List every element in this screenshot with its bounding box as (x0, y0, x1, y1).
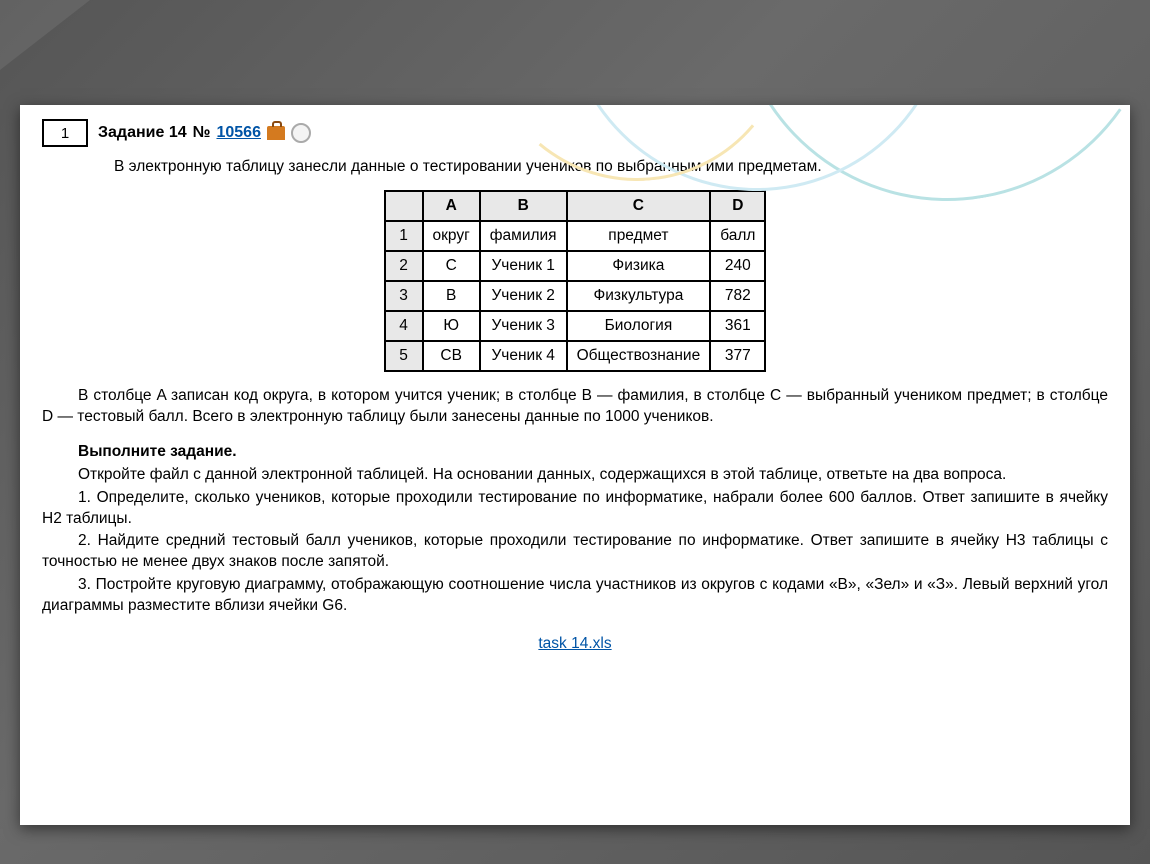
task-line: 1. Определите, сколько учеников, которые… (42, 488, 1108, 530)
task-block: Выполните задание. Откройте файл с данно… (42, 442, 1108, 617)
task-title: Задание 14 № 10566 (98, 123, 311, 143)
presentation-stage: 1 Задание 14 № 10566 В электронную табли… (0, 0, 1150, 864)
problem-index-box: 1 (42, 119, 88, 147)
table-cell: С (423, 251, 480, 281)
table-cell: Ученик 2 (480, 281, 567, 311)
table-cell: 240 (710, 251, 765, 281)
table-cell: 377 (710, 341, 765, 371)
table-cell: Ученик 4 (480, 341, 567, 371)
table-row: 2 С Ученик 1 Физика 240 (385, 251, 766, 281)
task-line: Откройте файл с данной электронной табли… (42, 465, 1108, 486)
table-row: 4 Ю Ученик 3 Биология 361 (385, 311, 766, 341)
table-cell: Обществознание (567, 341, 711, 371)
table-cell: 782 (710, 281, 765, 311)
intro-text: В электронную таблицу занесли данные о т… (114, 157, 1108, 178)
table-cell: предмет (567, 221, 711, 251)
col-header: C (567, 191, 711, 221)
download-link[interactable]: task 14.xls (538, 635, 611, 652)
numero-sign: № (193, 124, 211, 142)
download-row: task 14.xls (42, 635, 1108, 653)
col-header: B (480, 191, 567, 221)
task-label: Задание 14 (98, 124, 187, 142)
table-row: 3 В Ученик 2 Физкультура 782 (385, 281, 766, 311)
row-number: 1 (385, 221, 423, 251)
briefcase-icon[interactable] (267, 126, 285, 140)
table-row: 1 округ фамилия предмет балл (385, 221, 766, 251)
slide: 1 Задание 14 № 10566 В электронную табли… (20, 105, 1130, 825)
table-cell: В (423, 281, 480, 311)
row-number: 3 (385, 281, 423, 311)
table-cell: Биология (567, 311, 711, 341)
table-cell: балл (710, 221, 765, 251)
row-number: 5 (385, 341, 423, 371)
table-cell: Ученик 3 (480, 311, 567, 341)
problem-index: 1 (61, 125, 69, 142)
table-row: 5 СВ Ученик 4 Обществознание 377 (385, 341, 766, 371)
explanation-text: В столбце A записан код округа, в которо… (42, 386, 1108, 428)
col-header: A (423, 191, 480, 221)
table-corner-cell (385, 191, 423, 221)
explanation-block: В столбце A записан код округа, в которо… (42, 386, 1108, 428)
table-header-row: A B C D (385, 191, 766, 221)
table-cell: фамилия (480, 221, 567, 251)
row-number: 4 (385, 311, 423, 341)
spreadsheet-table: A B C D 1 округ фамилия предмет балл 2 С… (384, 190, 767, 372)
task-line: 2. Найдите средний тестовый балл ученико… (42, 531, 1108, 573)
task-heading: Выполните задание. (42, 442, 1108, 463)
table-cell: Физика (567, 251, 711, 281)
col-header: D (710, 191, 765, 221)
table-cell: Ученик 1 (480, 251, 567, 281)
table-cell: Ю (423, 311, 480, 341)
task-line: 3. Постройте круговую диаграмму, отображ… (42, 575, 1108, 617)
status-circle-icon[interactable] (291, 123, 311, 143)
table-cell: 361 (710, 311, 765, 341)
table-cell: СВ (423, 341, 480, 371)
task-header: 1 Задание 14 № 10566 (42, 119, 1108, 147)
task-id-link[interactable]: 10566 (216, 124, 261, 142)
row-number: 2 (385, 251, 423, 281)
table-cell: округ (423, 221, 480, 251)
table-cell: Физкультура (567, 281, 711, 311)
